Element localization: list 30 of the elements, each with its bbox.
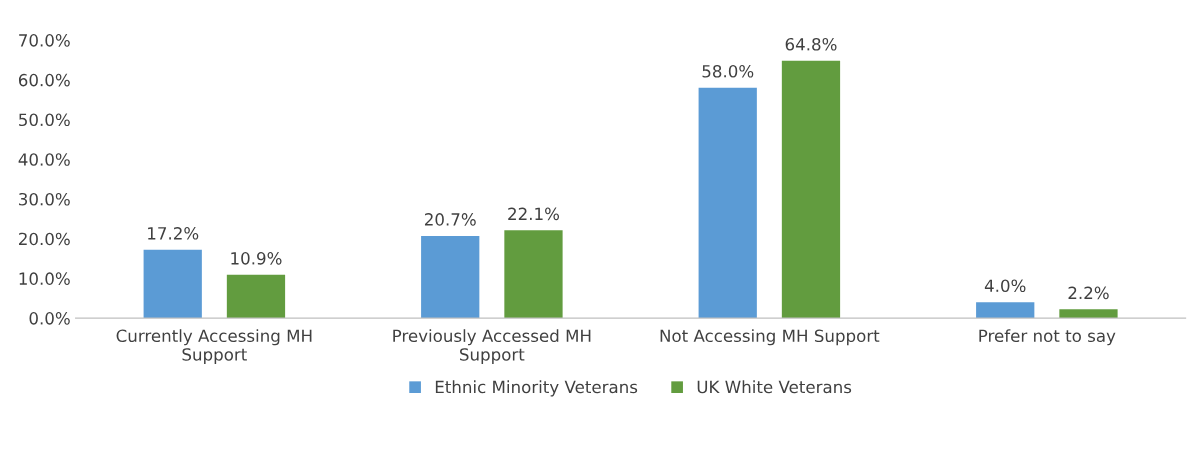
x-tick-label: Currently Accessing MH Support (116, 329, 312, 364)
bar (226, 274, 286, 319)
bar (698, 87, 757, 319)
y-tick-label: 20.0% (19, 232, 70, 246)
bar (504, 230, 563, 319)
data-label: 22.1% (508, 207, 560, 221)
bar (421, 235, 480, 319)
legend-label: Ethnic Minority Veterans (435, 380, 638, 397)
bar (143, 249, 202, 319)
y-tick-label: 10.0% (19, 272, 70, 285)
y-tick-label: 60.0% (18, 73, 70, 87)
data-label: 58.0% (702, 64, 754, 78)
bar (1059, 309, 1118, 319)
x-tick-label: Not Accessing MH Support (660, 329, 880, 346)
y-tick-label: 70.0% (19, 34, 70, 47)
data-label: 4.0% (984, 279, 1026, 293)
data-label: 10.9% (231, 252, 282, 265)
y-tick-label: 40.0% (18, 153, 70, 166)
data-label: 64.8% (785, 37, 837, 51)
bar (976, 302, 1035, 319)
x-tick-label: Prefer not to say (979, 329, 1116, 346)
data-label: 17.2% (148, 227, 199, 240)
y-tick-label: 0.0% (29, 312, 70, 325)
x-tick-label: Previously Accessed MH Support (393, 329, 591, 364)
bar (781, 60, 841, 319)
y-tick-label: 30.0% (19, 192, 70, 206)
legend-label: UK White Veterans (697, 380, 852, 394)
data-label: 20.7% (424, 213, 476, 226)
y-tick-label: 50.0% (19, 113, 70, 127)
data-label: 2.2% (1068, 286, 1109, 300)
